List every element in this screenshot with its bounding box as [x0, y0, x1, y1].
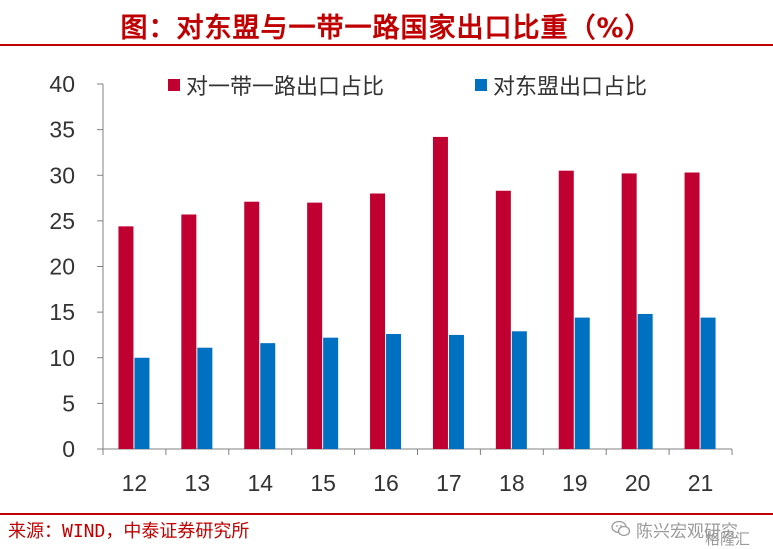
bar-belt-road — [684, 172, 700, 449]
x-tick-label: 17 — [436, 470, 462, 496]
bar-asean — [637, 313, 653, 449]
bar-asean — [386, 334, 402, 449]
bar-asean — [323, 337, 339, 449]
y-tick-label: 40 — [49, 71, 75, 97]
bar-belt-road — [495, 190, 511, 449]
bar-belt-road — [118, 226, 134, 449]
y-tick-label: 35 — [49, 117, 75, 143]
watermark-brand: 格隆汇 — [705, 530, 751, 548]
bar-belt-road — [181, 214, 197, 449]
bar-asean — [260, 343, 276, 449]
source-note: 来源：WIND，中泰证券研究所 — [8, 521, 250, 542]
title-bar: 图：对东盟与一带一路国家出口比重（%） — [0, 0, 773, 46]
bar-asean — [197, 347, 213, 449]
bar-belt-road — [307, 202, 323, 449]
x-tick-label: 14 — [247, 470, 273, 496]
legend-label: 对东盟出口占比 — [493, 75, 647, 100]
chart-title: 图：对东盟与一带一路国家出口比重（%） — [120, 13, 653, 44]
x-tick-label: 18 — [499, 470, 525, 496]
y-tick-label: 10 — [49, 345, 75, 371]
y-tick-label: 20 — [49, 254, 75, 280]
bar-belt-road — [370, 193, 386, 449]
y-tick-label: 25 — [49, 208, 75, 234]
bar-asean — [134, 357, 150, 449]
bar-asean — [574, 317, 590, 449]
x-tick-label: 20 — [625, 470, 651, 496]
x-tick-label: 13 — [185, 470, 211, 496]
legend-label: 对一带一路出口占比 — [186, 75, 384, 100]
y-tick-label: 5 — [62, 390, 75, 416]
y-tick-label: 30 — [49, 162, 75, 188]
bar-belt-road — [558, 170, 574, 449]
bar-belt-road — [244, 201, 260, 449]
legend-swatch — [475, 79, 487, 91]
x-tick-label: 12 — [122, 470, 148, 496]
bar-belt-road — [432, 136, 448, 450]
footer-divider — [0, 513, 773, 515]
x-tick-label: 15 — [310, 470, 336, 496]
bar-belt-road — [621, 173, 637, 450]
x-tick-label: 16 — [373, 470, 399, 496]
legend-swatch — [168, 79, 180, 91]
y-tick-label: 0 — [62, 436, 75, 462]
watermark-account: 陈兴宏观研究 — [636, 522, 738, 542]
x-tick-label: 19 — [562, 470, 588, 496]
bar-asean — [511, 331, 527, 449]
wechat-icon — [611, 520, 631, 537]
x-tick-label: 21 — [688, 470, 714, 496]
bar-asean — [700, 317, 716, 449]
bar-asean — [448, 334, 464, 449]
y-tick-label: 15 — [49, 299, 75, 325]
bar-chart: 0 5 10 15 20 25 30 35 40 12 13 14 15 16 17 18 19 20 21 对一带一… — [49, 71, 733, 496]
